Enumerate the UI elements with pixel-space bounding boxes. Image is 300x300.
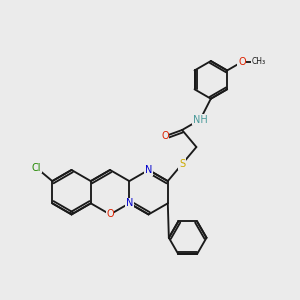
Text: N: N (145, 165, 152, 175)
Text: O: O (238, 57, 246, 67)
Text: N: N (126, 198, 133, 208)
Text: CH₃: CH₃ (252, 58, 266, 67)
Text: NH: NH (193, 115, 208, 124)
Text: S: S (179, 159, 185, 169)
Text: O: O (161, 131, 169, 141)
Text: Cl: Cl (32, 163, 41, 172)
Text: O: O (106, 209, 114, 219)
